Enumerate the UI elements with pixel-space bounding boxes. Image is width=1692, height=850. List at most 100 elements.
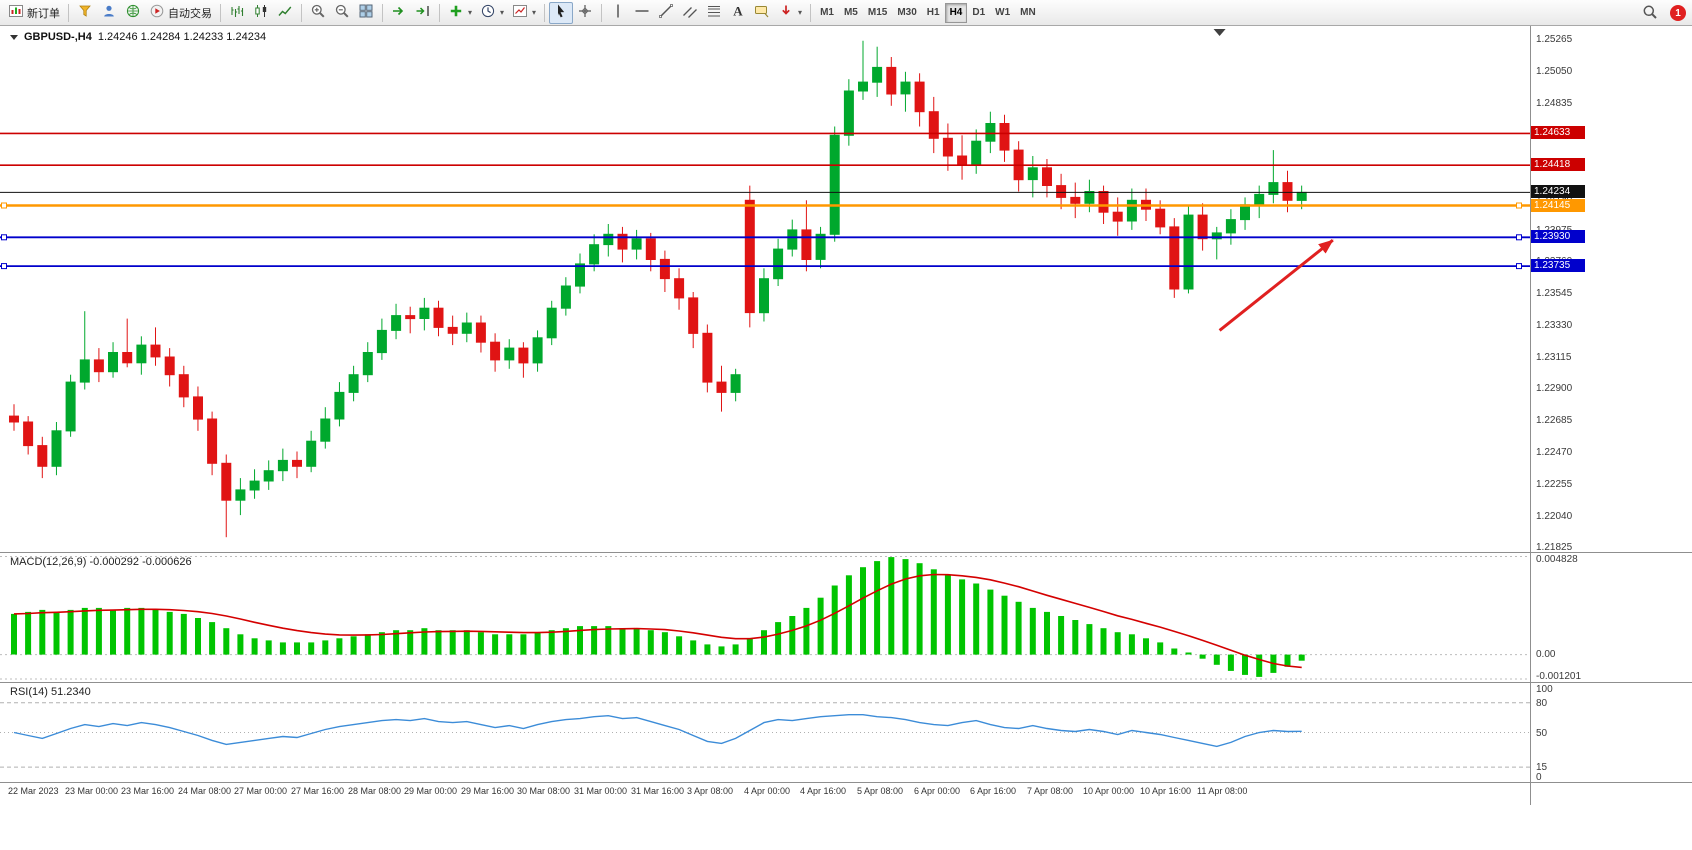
price-level-badge: 1.24633 [1531,126,1585,139]
crosshair-button[interactable] [573,2,597,24]
auto-scroll-button[interactable] [387,2,411,24]
text-label-button[interactable] [750,2,774,24]
chevron-down-icon: ▾ [798,8,803,17]
time-axis-label: 31 Mar 00:00 [574,786,628,796]
line-handle[interactable] [1516,263,1522,270]
candles-series [9,40,1307,538]
text-button[interactable]: A [726,2,750,24]
toolbar-separator [382,3,383,22]
price-tick: 1.22900 [1536,383,1573,394]
navigator-button[interactable] [97,2,121,24]
price-tick: 1.22470 [1536,447,1573,458]
pane-separator[interactable] [0,782,1692,783]
rsi-line [13,714,1302,748]
toolbar-separator [220,3,221,22]
price-tick: 1.24190 [1536,193,1572,204]
price-scale[interactable]: 1.252651.250501.248351.246201.244051.241… [1531,26,1692,805]
time-axis[interactable]: 22 Mar 2023 23 Mar 00:00 23 Mar 16:00 24 Ma… [0,783,1692,805]
svg-text:A: A [733,4,743,19]
time-axis-label: 4 Apr 00:00 [744,786,791,796]
price-tick: 1.23545 [1536,288,1573,299]
price-level-badge: 1.24418 [1531,158,1585,171]
notification-badge[interactable]: 1 [1670,5,1686,21]
macd-signal-line [13,573,1302,669]
tile-windows-button[interactable] [354,2,378,24]
rsi-scale-tick: 50 [1536,728,1548,739]
main-chart-canvas[interactable] [0,26,1530,552]
new-order-button[interactable]: 新订单 [4,2,64,24]
trendline-icon [658,3,674,22]
rsi-scale-tick: 100 [1536,684,1553,695]
new-order-button-label: 新订单 [27,7,60,20]
price-tick: 1.23330 [1536,320,1573,331]
time-axis-label: 11 Apr 08:00 [1197,786,1248,796]
bar-chart-icon [229,3,245,22]
price-level-badge: 1.24145 [1531,199,1585,212]
periods-button[interactable]: ▾ [476,2,508,24]
terminal-button[interactable] [121,2,145,24]
macd-histogram [11,557,1305,677]
price-scale-separator[interactable] [1530,26,1531,805]
pane-separator[interactable] [0,682,1692,683]
time-axis-label: 27 Mar 00:00 [234,786,288,796]
line-handle[interactable] [1516,202,1522,209]
zoom-out-button[interactable] [330,2,354,24]
arrows-button[interactable]: ▾ [774,2,806,24]
time-axis-label: 30 Mar 08:00 [517,786,571,796]
line-handle[interactable] [1,234,7,241]
timeframe-mn-button[interactable]: MN [1020,7,1036,18]
timeframe-m15-button[interactable]: M15 [867,7,888,18]
templates-button[interactable]: ▾ [508,2,540,24]
tile-windows-icon [358,3,374,22]
timeframe-w1-button[interactable]: W1 [995,7,1011,18]
market-watch-button[interactable] [73,2,97,24]
time-axis-label: 31 Mar 16:00 [631,786,685,796]
price-tick: 1.22255 [1536,479,1573,490]
line-handle[interactable] [1,202,7,209]
timeframe-h4-button[interactable]: H4 [944,2,968,23]
zoom-in-button[interactable] [306,2,330,24]
candlestick-chart-button[interactable] [249,2,273,24]
rsi-scale-tick: 15 [1536,762,1548,773]
auto-scroll-icon [391,3,407,22]
price-tick: 1.22040 [1536,511,1573,522]
indicators-list-icon [448,3,464,22]
equidistant-channel-button[interactable] [678,2,702,24]
horizontal-line-button[interactable] [630,2,654,24]
chart-shift-marker [1213,29,1226,36]
time-axis-label: 10 Apr 16:00 [1140,786,1192,796]
price-level-badge: 1.23735 [1531,259,1585,272]
bar-chart-button[interactable] [225,2,249,24]
time-axis-label: 7 Apr 08:00 [1027,786,1074,796]
vertical-line-icon [610,3,626,22]
line-chart-button[interactable] [273,2,297,24]
line-handle[interactable] [1,263,7,270]
text-icon: A [730,3,746,22]
indicators-list-button[interactable]: ▾ [444,2,476,24]
pane-separator[interactable] [0,552,1692,553]
timeframe-m1-button[interactable]: M1 [820,7,834,18]
chart-shift-button[interactable] [411,2,435,24]
search-button[interactable] [1638,2,1662,24]
price-tick: 1.24835 [1536,98,1573,109]
timeframe-m5-button[interactable]: M5 [843,7,858,18]
cursor-icon [553,3,569,22]
chart-header: GBPUSD-,H4 1.24246 1.24284 1.24233 1.242… [10,31,266,43]
vertical-line-button[interactable] [606,2,630,24]
price-tick: 1.22685 [1536,415,1573,426]
timeframe-m30-button[interactable]: M30 [897,7,917,18]
line-handle[interactable] [1516,234,1522,241]
timeframe-h1-button[interactable]: H1 [926,7,940,18]
time-axis-label: 28 Mar 08:00 [348,786,402,796]
navigator-icon [101,3,117,22]
rsi-canvas[interactable] [0,683,1530,782]
cursor-button[interactable] [549,1,574,24]
macd-canvas[interactable] [0,553,1530,682]
time-axis-label: 29 Mar 16:00 [461,786,515,796]
auto-trading-button[interactable]: 自动交易 [145,2,216,24]
trendline-button[interactable] [654,2,678,24]
fibonacci-retracement-button[interactable] [702,2,726,24]
timeframe-d1-button[interactable]: D1 [972,7,986,18]
arrow-annotation[interactable] [1218,239,1334,332]
collapse-panel-icon[interactable] [10,34,18,40]
